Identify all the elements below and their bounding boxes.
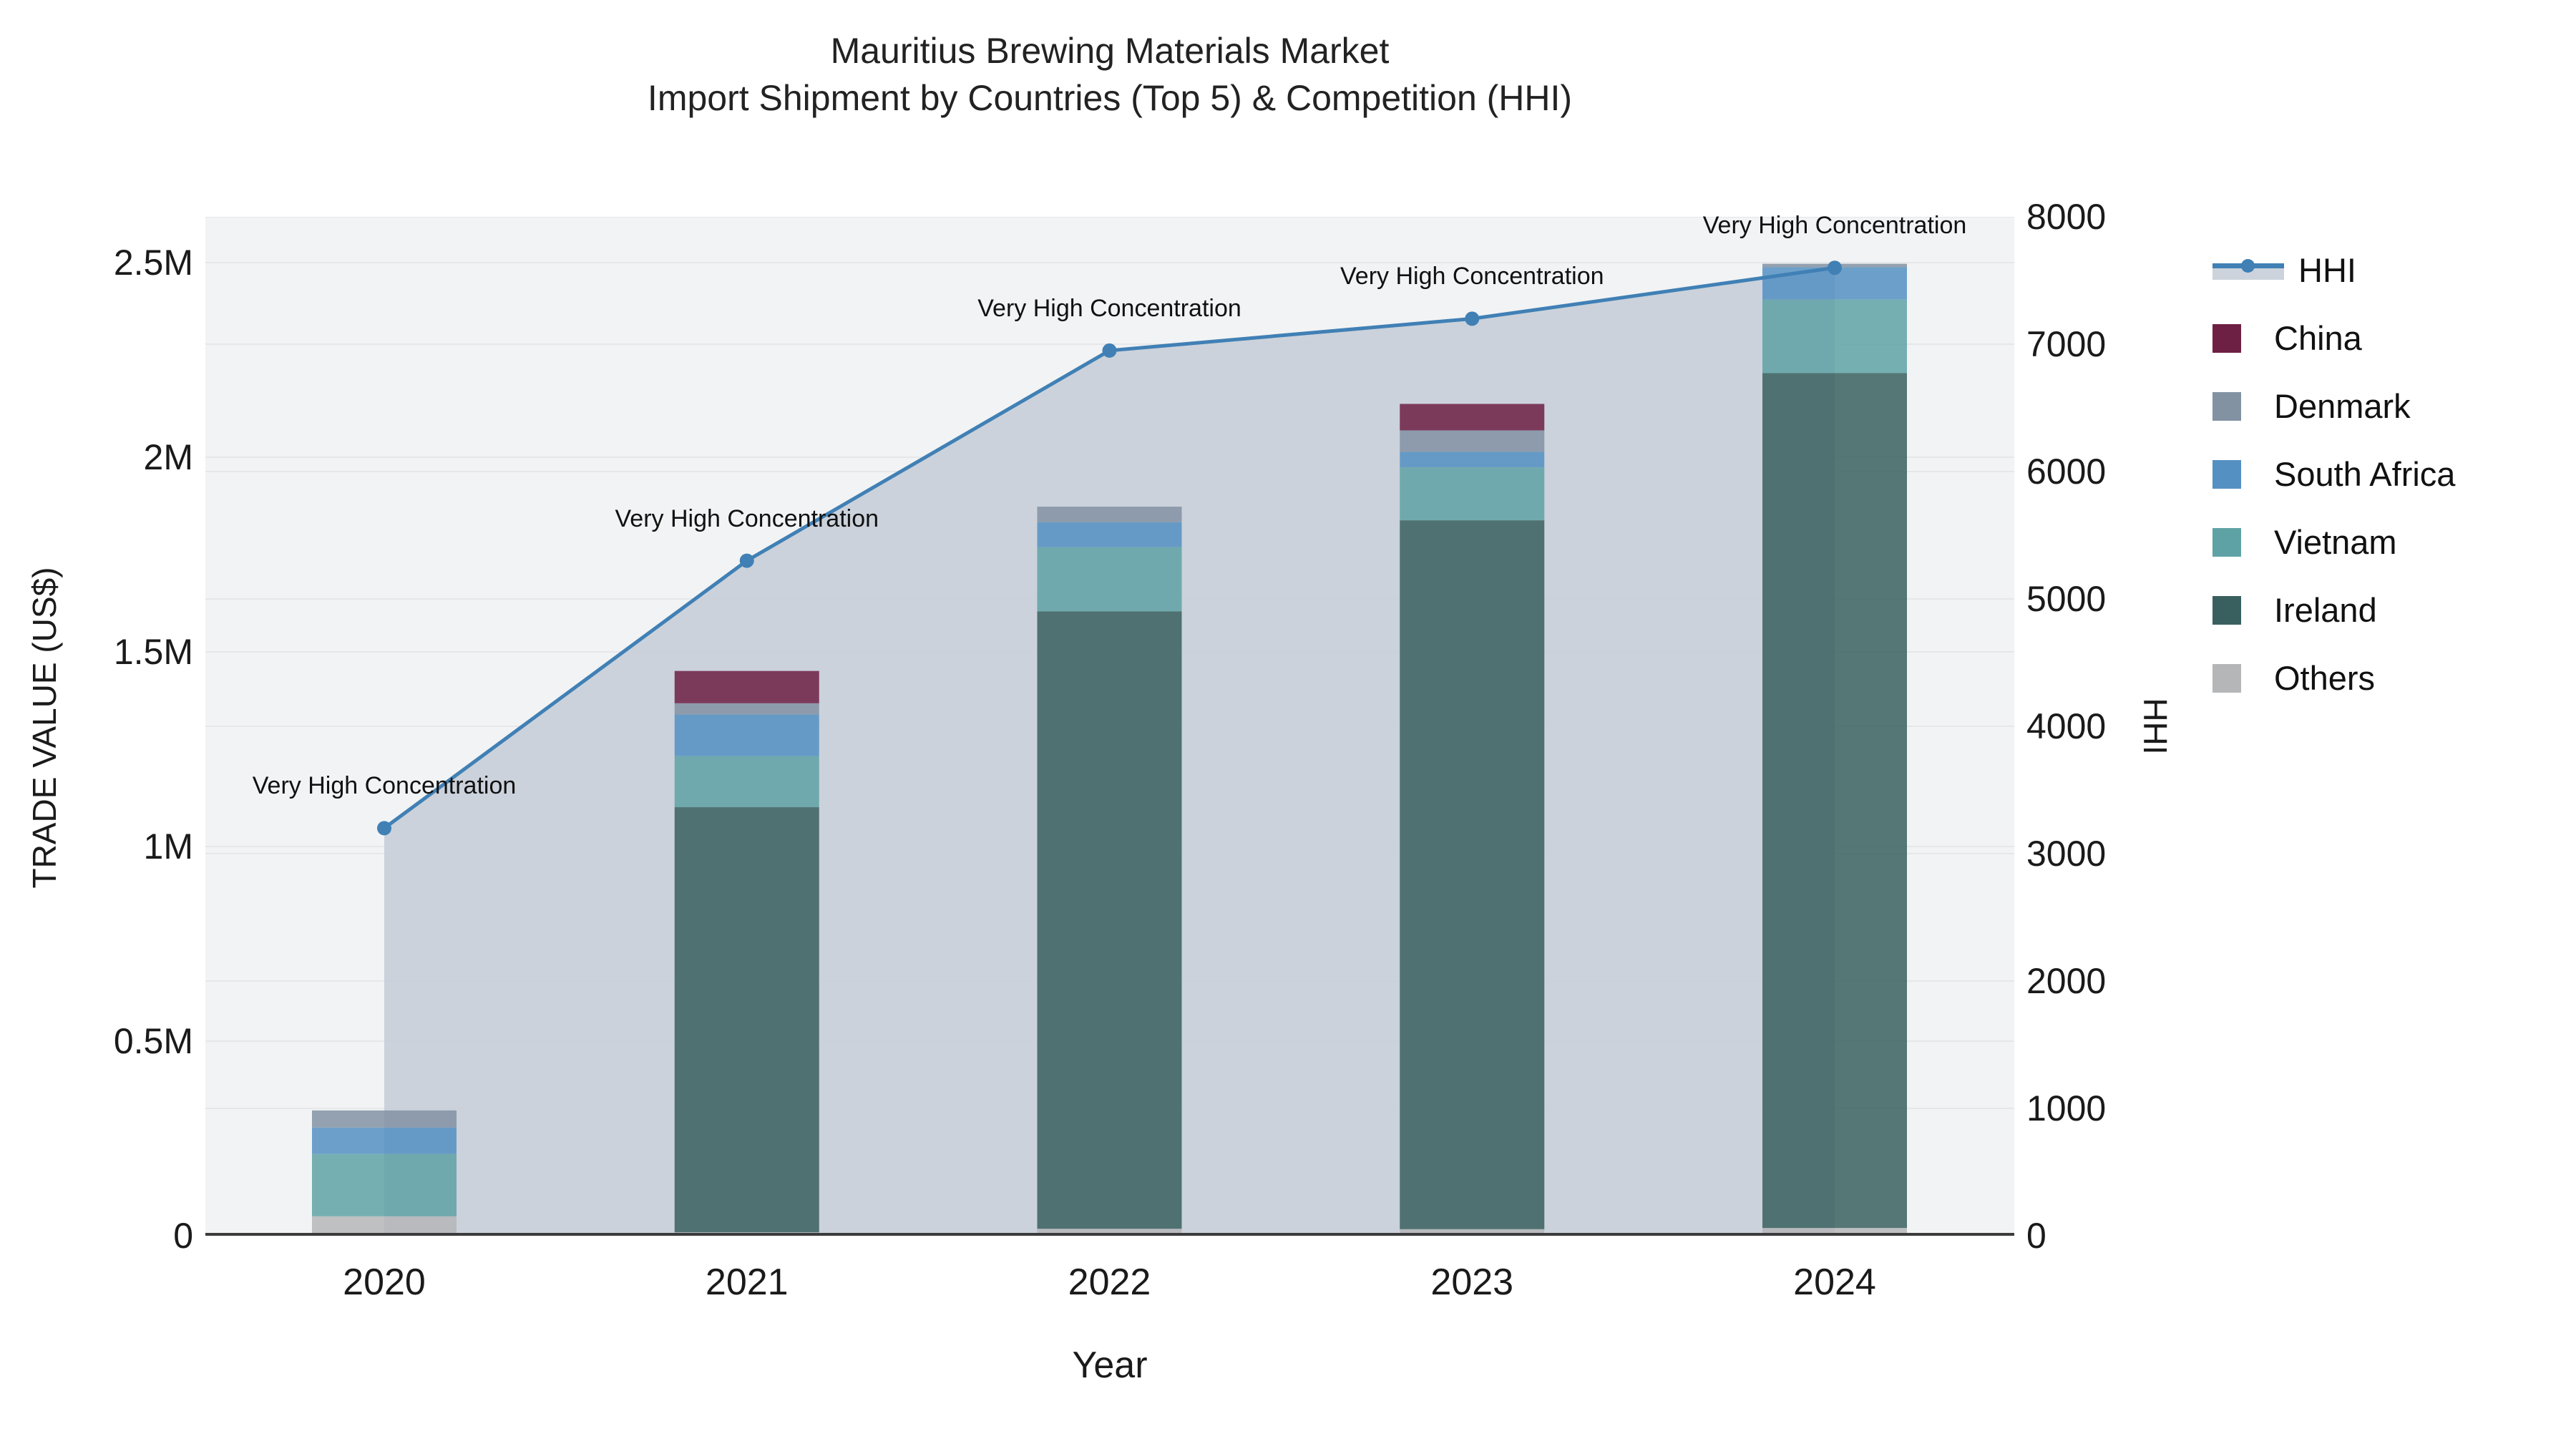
bar-segment-vietnam-2022[interactable]	[1037, 547, 1182, 612]
y-right-tick-3000: 3000	[2026, 834, 2107, 874]
legend-item-china[interactable]: China	[2212, 304, 2455, 372]
bar-segment-south-africa-2021[interactable]	[674, 714, 819, 756]
y-right-tick-8000: 8000	[2026, 197, 2107, 237]
y-right-axis-title: HHI	[2137, 698, 2174, 755]
y-left-tick-2M: 2M	[143, 437, 193, 477]
legend-swatch-denmark	[2212, 391, 2241, 421]
legend-label: HHI	[2298, 251, 2356, 289]
y-left-tick-0.5M: 0.5M	[113, 1021, 193, 1061]
chart-title: Mauritius Brewing Materials Market Impor…	[205, 27, 2014, 122]
hhi-marker-2021[interactable]	[739, 553, 754, 568]
bar-segment-south-africa-2020[interactable]	[312, 1127, 457, 1154]
hhi-area-sample	[2212, 268, 2284, 280]
legend: HHI China Denmark South Africa Vietnam Irelan…	[2212, 236, 2455, 712]
bar-segment-vietnam-2020[interactable]	[312, 1153, 457, 1216]
bar-segment-others-2024[interactable]	[1762, 1228, 1907, 1236]
legend-swatch-others	[2212, 663, 2241, 693]
bar-segment-others-2023[interactable]	[1400, 1229, 1545, 1236]
legend-item-hhi[interactable]: HHI	[2212, 236, 2455, 304]
bar-segment-others-2020[interactable]	[312, 1216, 457, 1236]
x-tick-2020: 2020	[343, 1262, 426, 1303]
plot-area	[205, 217, 2014, 1236]
legend-label: China	[2274, 319, 2362, 357]
y-right-tick-4000: 4000	[2026, 706, 2107, 746]
bar-segment-vietnam-2024[interactable]	[1762, 299, 1907, 374]
legend-item-others[interactable]: Others	[2212, 644, 2455, 712]
bar-segment-others-2022[interactable]	[1037, 1229, 1182, 1236]
legend-label: Ireland	[2274, 591, 2377, 629]
plot-canvas	[205, 217, 2014, 1236]
y-left-tick-2.5M: 2.5M	[113, 243, 193, 283]
bar-segment-denmark-2021[interactable]	[674, 703, 819, 715]
y-left-tick-0: 0	[173, 1216, 193, 1256]
hhi-line-icon	[2212, 257, 2284, 284]
legend-label: South Africa	[2274, 455, 2456, 493]
chart-title-line2: Import Shipment by Countries (Top 5) & C…	[647, 78, 1573, 118]
bar-segment-vietnam-2023[interactable]	[1400, 467, 1545, 521]
y-left-tick-1M: 1M	[143, 826, 193, 867]
hhi-marker-2024[interactable]	[1828, 260, 1842, 275]
y-left-tick-1.5M: 1.5M	[113, 632, 193, 672]
x-tick-2023: 2023	[1430, 1262, 1514, 1303]
bar-segment-china-2021[interactable]	[674, 670, 819, 703]
x-tick-2022: 2022	[1068, 1262, 1151, 1303]
bar-segment-ireland-2023[interactable]	[1400, 520, 1545, 1229]
legend-swatch-ireland	[2212, 595, 2241, 625]
bar-segment-ireland-2021[interactable]	[674, 807, 819, 1233]
y-right-tick-1000: 1000	[2026, 1088, 2107, 1128]
hhi-marker-2023[interactable]	[1465, 311, 1480, 326]
bar-segment-south-africa-2022[interactable]	[1037, 522, 1182, 547]
y-right-tick-2000: 2000	[2026, 961, 2107, 1001]
bar-segment-denmark-2023[interactable]	[1400, 430, 1545, 452]
bar-segment-ireland-2022[interactable]	[1037, 611, 1182, 1229]
legend-swatch-vietnam	[2212, 527, 2241, 557]
annotation-2020: Very High Concentration	[252, 772, 517, 800]
y-right-tick-7000: 7000	[2026, 324, 2107, 364]
x-tick-2021: 2021	[705, 1262, 789, 1303]
bar-segment-vietnam-2021[interactable]	[674, 756, 819, 808]
annotation-2022: Very High Concentration	[977, 294, 1241, 322]
bar-segment-south-africa-2023[interactable]	[1400, 452, 1545, 468]
legend-item-vietnam[interactable]: Vietnam	[2212, 508, 2455, 576]
x-tick-2024: 2024	[1793, 1262, 1876, 1303]
annotation-2023: Very High Concentration	[1340, 263, 1604, 291]
legend-label: Denmark	[2274, 387, 2411, 425]
bar-segment-denmark-2020[interactable]	[312, 1110, 457, 1128]
annotation-2021: Very High Concentration	[615, 504, 879, 532]
y-right-tick-6000: 6000	[2026, 452, 2107, 492]
bar-segment-ireland-2024[interactable]	[1762, 373, 1907, 1229]
y-left-axis-title: TRADE VALUE (US$)	[26, 567, 63, 889]
chart-title-line1: Mauritius Brewing Materials Market	[830, 31, 1390, 71]
legend-label: Vietnam	[2274, 523, 2397, 561]
bar-segment-china-2023[interactable]	[1400, 404, 1545, 431]
legend-item-south-africa[interactable]: South Africa	[2212, 440, 2455, 508]
x-axis-title: Year	[1072, 1345, 1148, 1386]
y-right-tick-5000: 5000	[2026, 579, 2107, 619]
legend-item-denmark[interactable]: Denmark	[2212, 372, 2455, 440]
hhi-marker-sample	[2241, 258, 2255, 273]
annotation-2024: Very High Concentration	[1702, 212, 1967, 240]
legend-label: Others	[2274, 659, 2376, 697]
hhi-marker-2020[interactable]	[377, 821, 391, 836]
legend-swatch-china	[2212, 323, 2241, 353]
bar-segment-denmark-2022[interactable]	[1037, 507, 1182, 522]
legend-item-ireland[interactable]: Ireland	[2212, 576, 2455, 644]
hhi-marker-2022[interactable]	[1102, 343, 1117, 358]
y-right-tick-0: 0	[2026, 1216, 2046, 1256]
legend-swatch-south-africa	[2212, 459, 2241, 489]
